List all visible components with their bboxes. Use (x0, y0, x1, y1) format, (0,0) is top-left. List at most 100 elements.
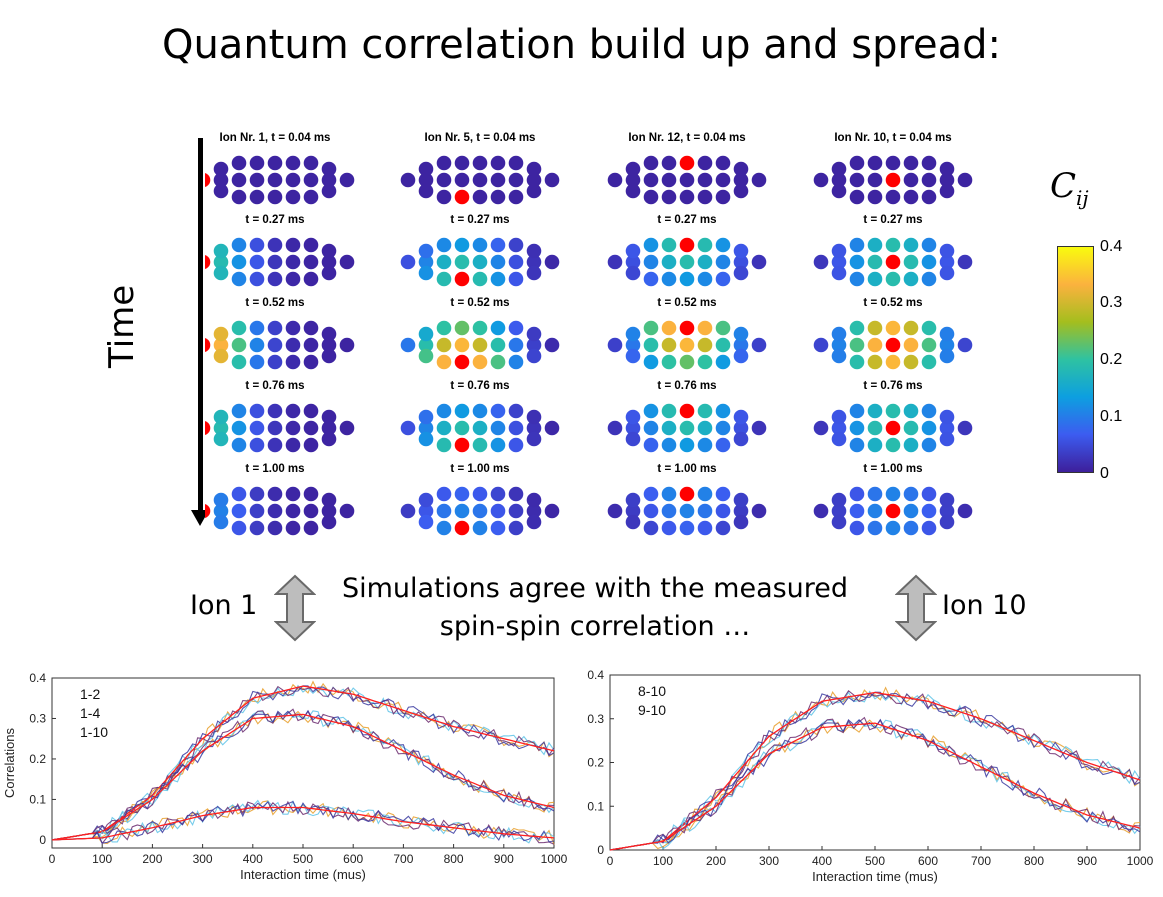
ion-dot (285, 437, 301, 453)
panel-time-label: t = 0.76 ms (245, 380, 304, 392)
ion-dot (643, 320, 659, 336)
chart-ion10-correlations: 0 100 200 300 400 500 600 700 800 900 1000 0 0.1 0.2 0… (587, 668, 1153, 884)
ion-dot (751, 420, 767, 436)
ion-dot (697, 271, 713, 287)
ion-dot (454, 503, 470, 519)
ion-dot (267, 503, 283, 519)
ion-dot (715, 189, 731, 205)
ion-dot (715, 486, 731, 502)
ion-dot (436, 320, 452, 336)
ion-dot (454, 172, 470, 188)
ion-dot (436, 337, 452, 353)
ion-dot (697, 437, 713, 453)
ion-dot (249, 403, 265, 419)
x-tick-label: 600 (918, 854, 938, 868)
ion-dot (643, 520, 659, 536)
fit-curve (51, 685, 555, 841)
panel-time-label: t = 0.76 ms (657, 380, 716, 392)
ion-dot (267, 403, 283, 419)
ion-dot (508, 420, 524, 436)
measured-trace (51, 709, 555, 841)
ion-dot (231, 354, 247, 370)
ion-dot (661, 172, 677, 188)
ion-dot (921, 189, 937, 205)
ion-dot (418, 161, 434, 177)
ion-dot (679, 337, 695, 353)
ion-dot (321, 243, 337, 259)
ion-dot (939, 348, 955, 364)
ion-dot (508, 520, 524, 536)
ion-dot (939, 514, 955, 530)
ion-dot (436, 271, 452, 287)
ion-dot (867, 420, 883, 436)
ion-dot (625, 420, 641, 436)
ion-dot (267, 337, 283, 353)
ion-dot (285, 189, 301, 205)
ion-dot (285, 503, 301, 519)
ion-dot (849, 486, 865, 502)
ion-dot (285, 172, 301, 188)
ion-dot (607, 172, 623, 188)
ion-dot (526, 348, 542, 364)
ion-dot (643, 172, 659, 188)
ion-dot (679, 520, 695, 536)
ion-dot (715, 172, 731, 188)
ion-dot (903, 403, 919, 419)
ion-dot (733, 172, 749, 188)
y-tick-label: 0 (597, 843, 604, 857)
panel-time-label: t = 0.52 ms (245, 297, 304, 309)
ion-dot (939, 420, 955, 436)
ion-dot (661, 254, 677, 270)
ion-dot (813, 420, 829, 436)
ion-dot (544, 254, 560, 270)
ion-dot (697, 155, 713, 171)
ion-dot (285, 520, 301, 536)
ion-dot (454, 437, 470, 453)
ion-dot (267, 320, 283, 336)
ion-dot (733, 409, 749, 425)
ion-dot (715, 320, 731, 336)
ion-dot (418, 431, 434, 447)
ion-dot (733, 420, 749, 436)
ion-dot (921, 237, 937, 253)
ion-dot (885, 254, 901, 270)
ion-dot (957, 172, 973, 188)
ion-dot (436, 254, 452, 270)
ion-dot (733, 337, 749, 353)
ion-dot (508, 189, 524, 205)
ion-dot (436, 520, 452, 536)
ion-dot (490, 172, 506, 188)
ion-dot (249, 155, 265, 171)
ion-dot (831, 420, 847, 436)
ion-dot (697, 520, 713, 536)
ion-dot (231, 237, 247, 253)
colorbar-tick-label: 0.2 (1100, 351, 1123, 368)
ion-dot (490, 420, 506, 436)
ion-dot (849, 271, 865, 287)
ion-dot (957, 503, 973, 519)
ion-dot (508, 254, 524, 270)
ion-dot (661, 271, 677, 287)
ion-dot (321, 254, 337, 270)
ion-dot (643, 486, 659, 502)
double-arrow-icon (274, 574, 316, 642)
ion-dot (733, 254, 749, 270)
ion-dot (285, 155, 301, 171)
ion-dot (526, 337, 542, 353)
ion-dot (321, 514, 337, 530)
ion-dot (526, 265, 542, 281)
ion-dot (643, 155, 659, 171)
ion-dot (472, 437, 488, 453)
ion-dot (508, 403, 524, 419)
ion-dot (303, 271, 319, 287)
ion-dot (849, 172, 865, 188)
ion-dot (939, 337, 955, 353)
ion-dot (267, 354, 283, 370)
ion-dot (472, 420, 488, 436)
ion-dot (321, 492, 337, 508)
ion-dot (418, 514, 434, 530)
ion-dot (921, 437, 937, 453)
ion-dot (472, 337, 488, 353)
colorbar-tick-label: 0.1 (1100, 408, 1123, 425)
ion-dot (831, 348, 847, 364)
